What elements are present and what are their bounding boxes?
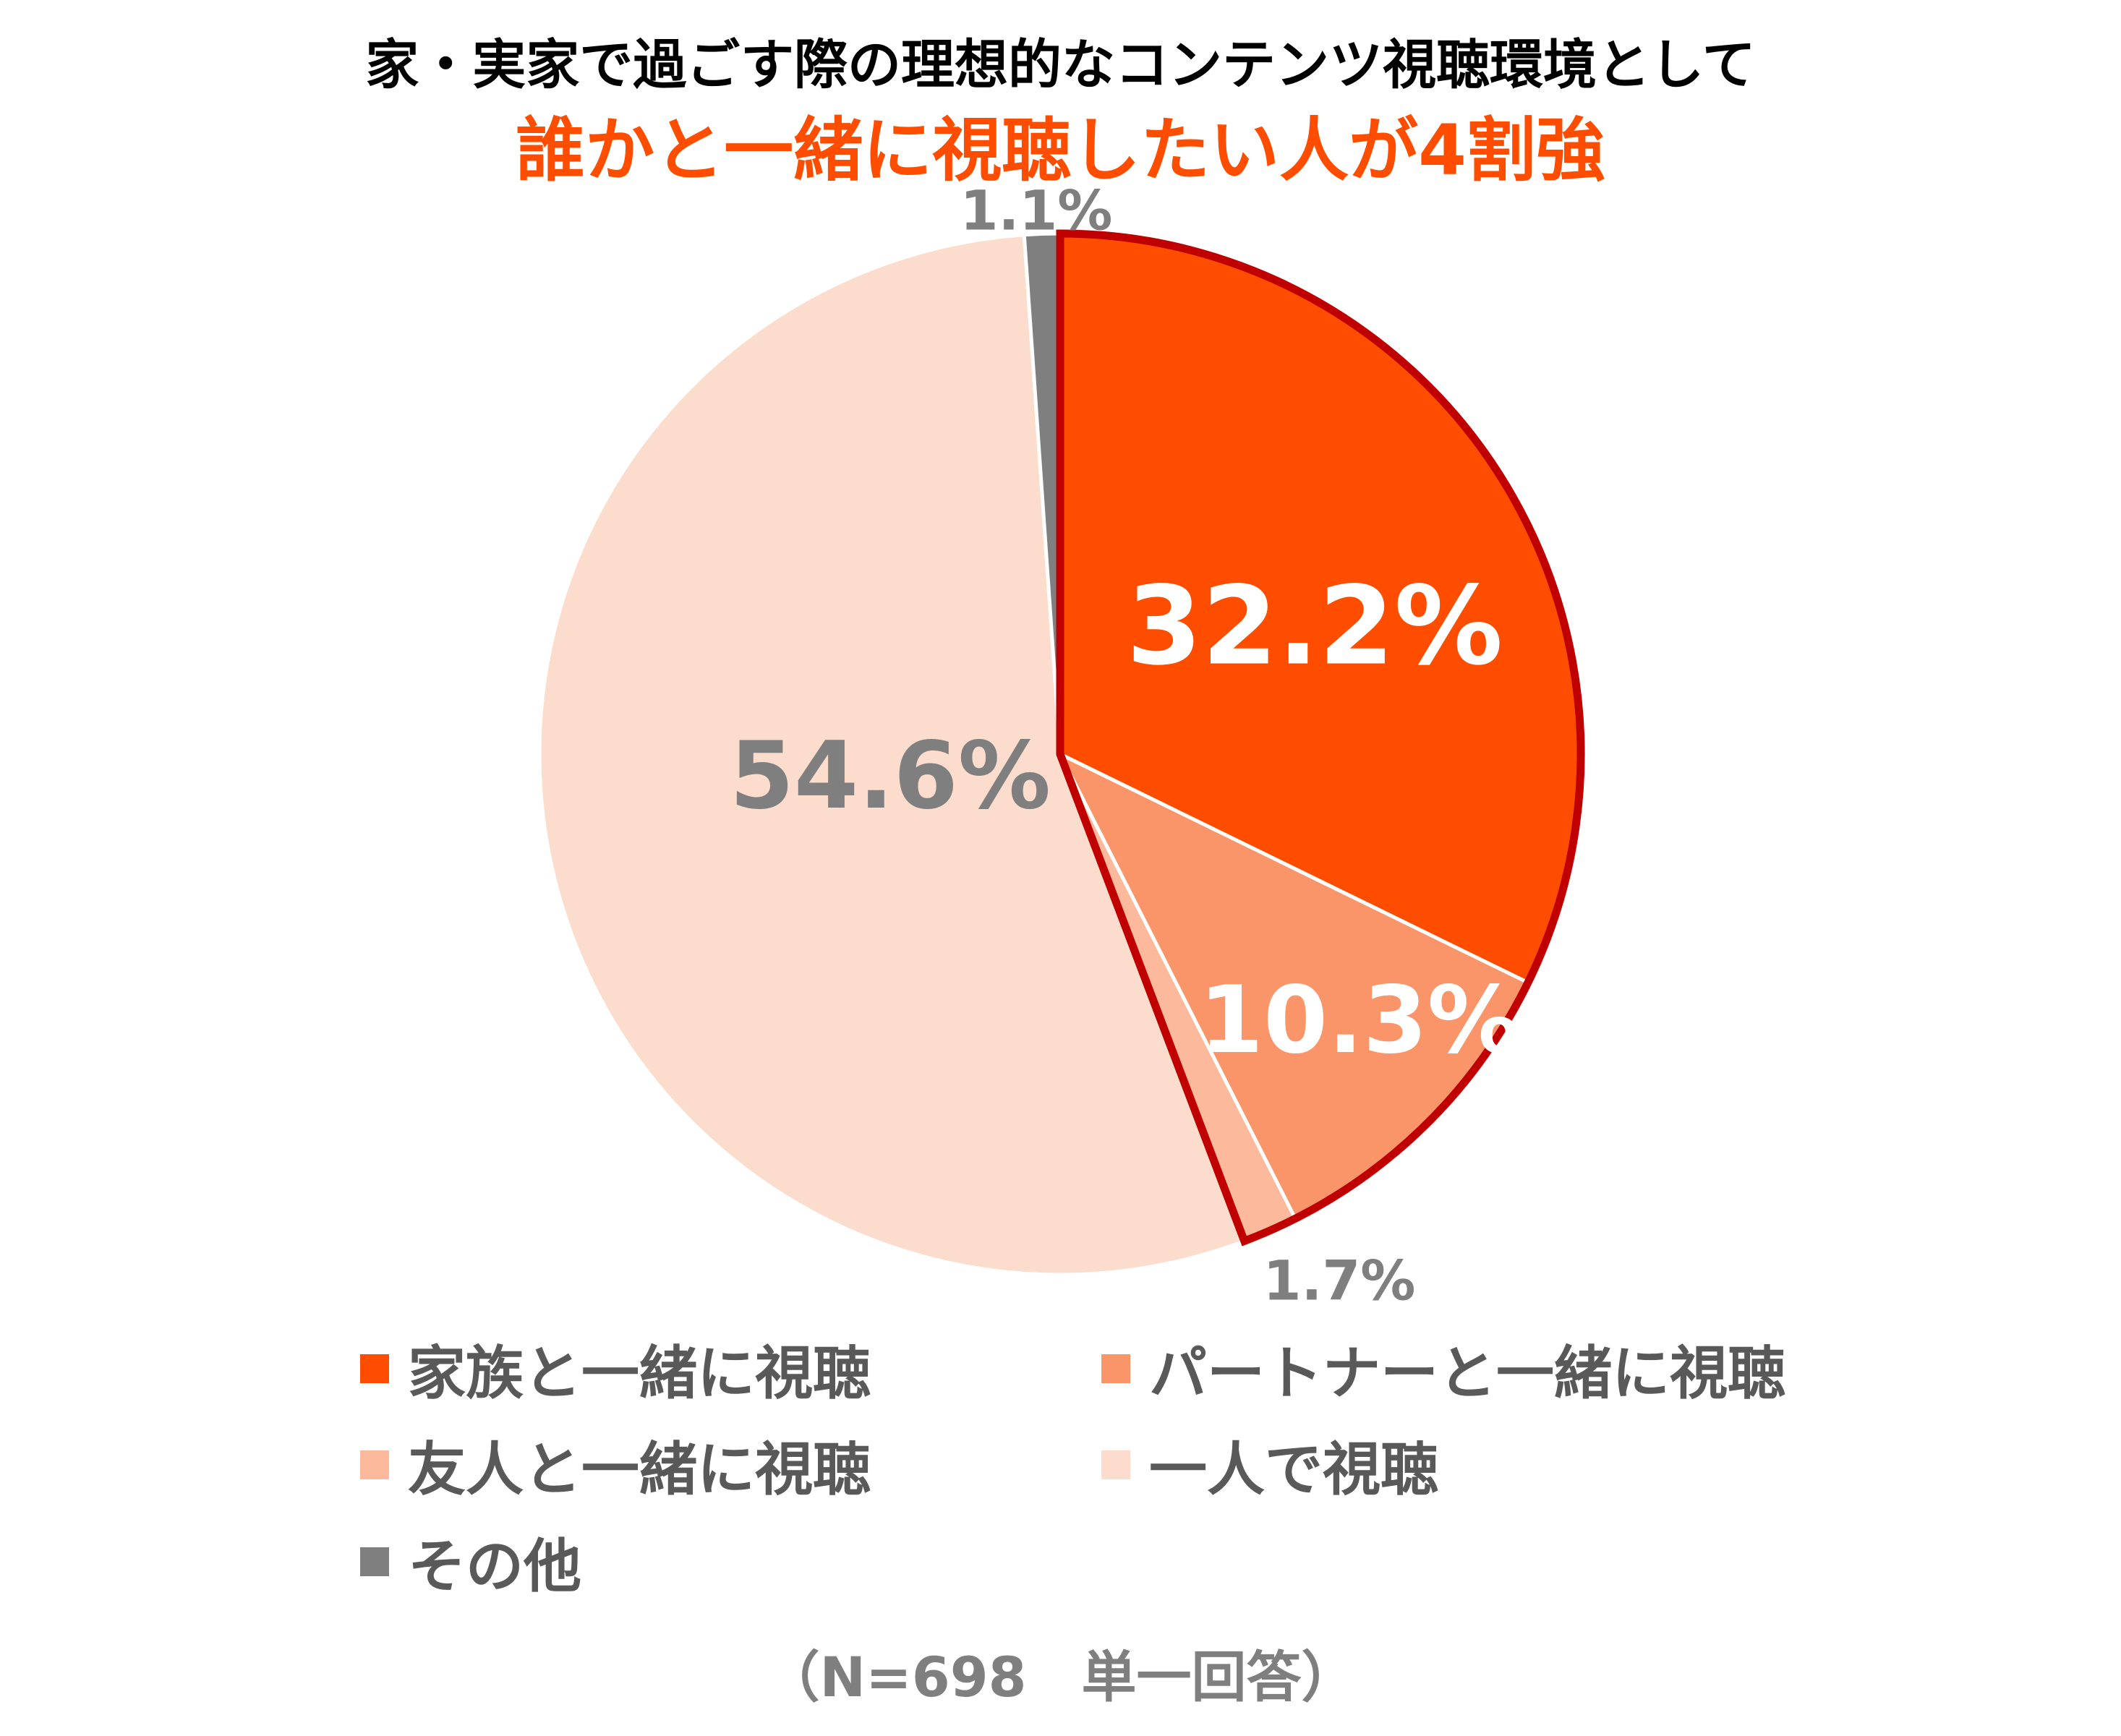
legend-label: 家族と一緒に視聴 [408, 1340, 871, 1407]
legend-swatch [360, 1354, 389, 1383]
data-label-partner: 10.3% [1199, 967, 1520, 1074]
data-label-family: 32.2% [1127, 564, 1503, 690]
chart-title: 家・実家で過ごす際の理想的なコンテンツ視聴環境として [365, 34, 1756, 96]
chart-subtitle: 誰かと一緒に視聴したい人が4割強 [516, 110, 1605, 191]
legend-item-alone: 一人で視聴 [1101, 1423, 1438, 1507]
legend-item-friend: 友人と一緒に視聴 [360, 1423, 871, 1507]
legend-swatch [360, 1450, 389, 1479]
legend-swatch [360, 1547, 389, 1576]
legend-label: パートナーと一緒に視聴 [1149, 1340, 1785, 1407]
legend-label: その他 [408, 1533, 581, 1600]
legend-item-family: 家族と一緒に視聴 [360, 1327, 871, 1411]
pie-slice-alone [537, 233, 1247, 1277]
data-label-friend: 1.7% [1263, 1249, 1416, 1313]
legend-label: 友人と一緒に視聴 [408, 1436, 871, 1503]
legend-item-partner: パートナーと一緒に視聴 [1101, 1327, 1785, 1411]
highlight-outline [1056, 229, 1585, 1247]
legend-label: 一人で視聴 [1149, 1436, 1438, 1503]
legend-item-other: その他 [360, 1520, 581, 1604]
legend-swatch [1101, 1450, 1130, 1479]
data-label-alone: 54.6% [730, 722, 1051, 830]
sample-note: （N=698 単一回答） [764, 1645, 1357, 1709]
data-label-other: 1.1% [960, 179, 1113, 243]
legend-swatch [1101, 1354, 1130, 1383]
